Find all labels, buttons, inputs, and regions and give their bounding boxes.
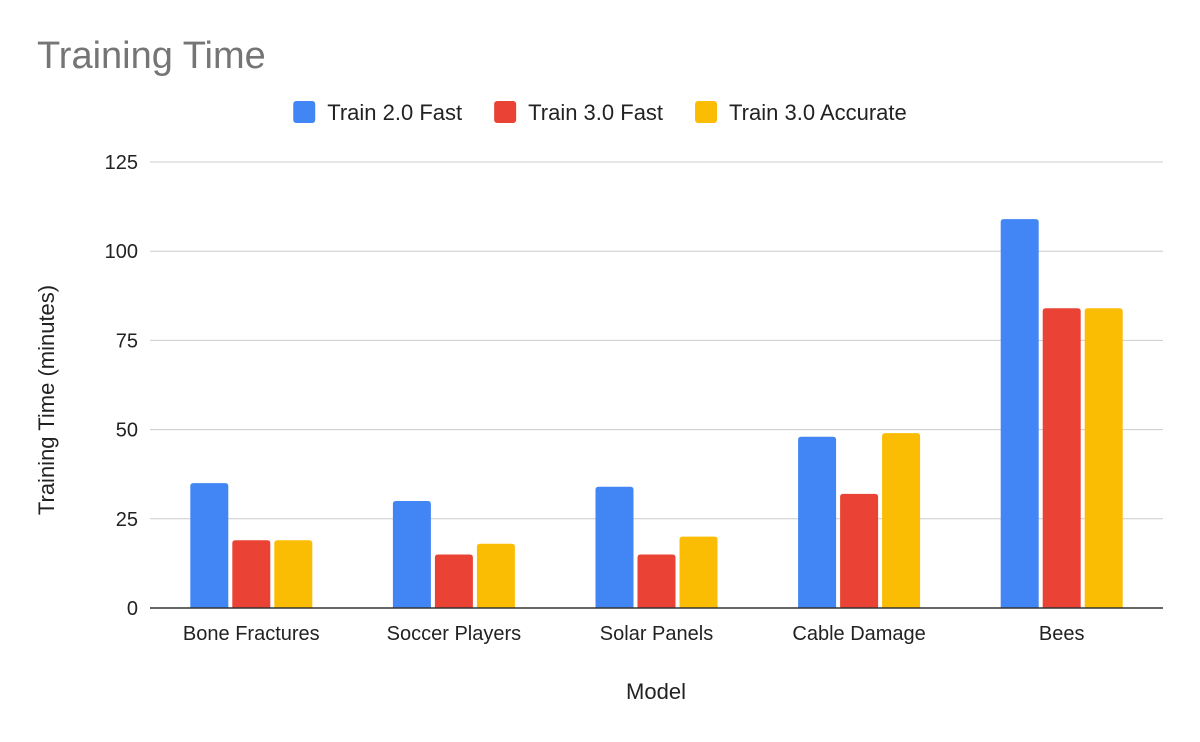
bar-train-3-0-accurate-solar-panels <box>679 536 718 608</box>
bar-train-2-0-fast-soccer-players <box>392 500 431 608</box>
x-axis-title: Model <box>626 679 686 704</box>
legend: Train 2.0 Fast Train 3.0 Fast Train 3.0 Ac… <box>293 100 907 125</box>
legend-label: Train 2.0 Fast <box>327 100 462 125</box>
bar-train-3-0-fast-bone-fractures <box>232 540 271 608</box>
x-tick-label: Bone Fractures <box>183 623 320 645</box>
bar-train-3-0-fast-solar-panels <box>637 554 676 608</box>
y-tick-label: 0 <box>127 598 138 620</box>
legend-label: Train 3.0 Accurate <box>729 100 907 125</box>
bars <box>190 219 1123 608</box>
bar-train-3-0-fast-bees <box>1042 308 1081 608</box>
bar-train-3-0-accurate-soccer-players <box>476 543 515 608</box>
legend-swatch <box>494 101 517 123</box>
bar-train-2-0-fast-bone-fractures <box>190 483 229 608</box>
bar-train-3-0-fast-soccer-players <box>434 554 473 608</box>
y-tick-label: 100 <box>105 241 138 263</box>
bar-train-2-0-fast-bees <box>1000 219 1039 608</box>
bar-train-3-0-accurate-bees <box>1084 308 1123 608</box>
y-tick-label: 75 <box>116 330 138 352</box>
x-axis-ticks: Bone Fractures Soccer Players Solar Panels… <box>183 623 1085 645</box>
y-axis-ticks: 0 25 50 75 100 125 <box>105 152 138 620</box>
legend-swatch <box>695 101 718 123</box>
x-tick-label: Cable Damage <box>792 623 925 645</box>
y-tick-label: 25 <box>116 509 138 531</box>
x-tick-label: Solar Panels <box>600 623 713 645</box>
legend-swatch <box>293 101 316 123</box>
legend-label: Train 3.0 Fast <box>528 100 663 125</box>
bar-train-3-0-accurate-bone-fractures <box>274 540 313 608</box>
bar-train-2-0-fast-solar-panels <box>595 486 634 608</box>
bar-train-3-0-fast-cable-damage <box>840 493 879 608</box>
y-axis-title: Training Time (minutes) <box>34 285 59 515</box>
y-tick-label: 50 <box>116 420 138 442</box>
gridlines <box>150 161 1163 520</box>
bar-train-3-0-accurate-cable-damage <box>882 433 921 608</box>
x-tick-label: Bees <box>1039 623 1085 645</box>
chart-title: Training Time <box>37 35 266 77</box>
x-tick-label: Soccer Players <box>387 623 522 645</box>
bar-train-2-0-fast-cable-damage <box>798 436 837 608</box>
y-tick-label: 125 <box>105 152 138 174</box>
